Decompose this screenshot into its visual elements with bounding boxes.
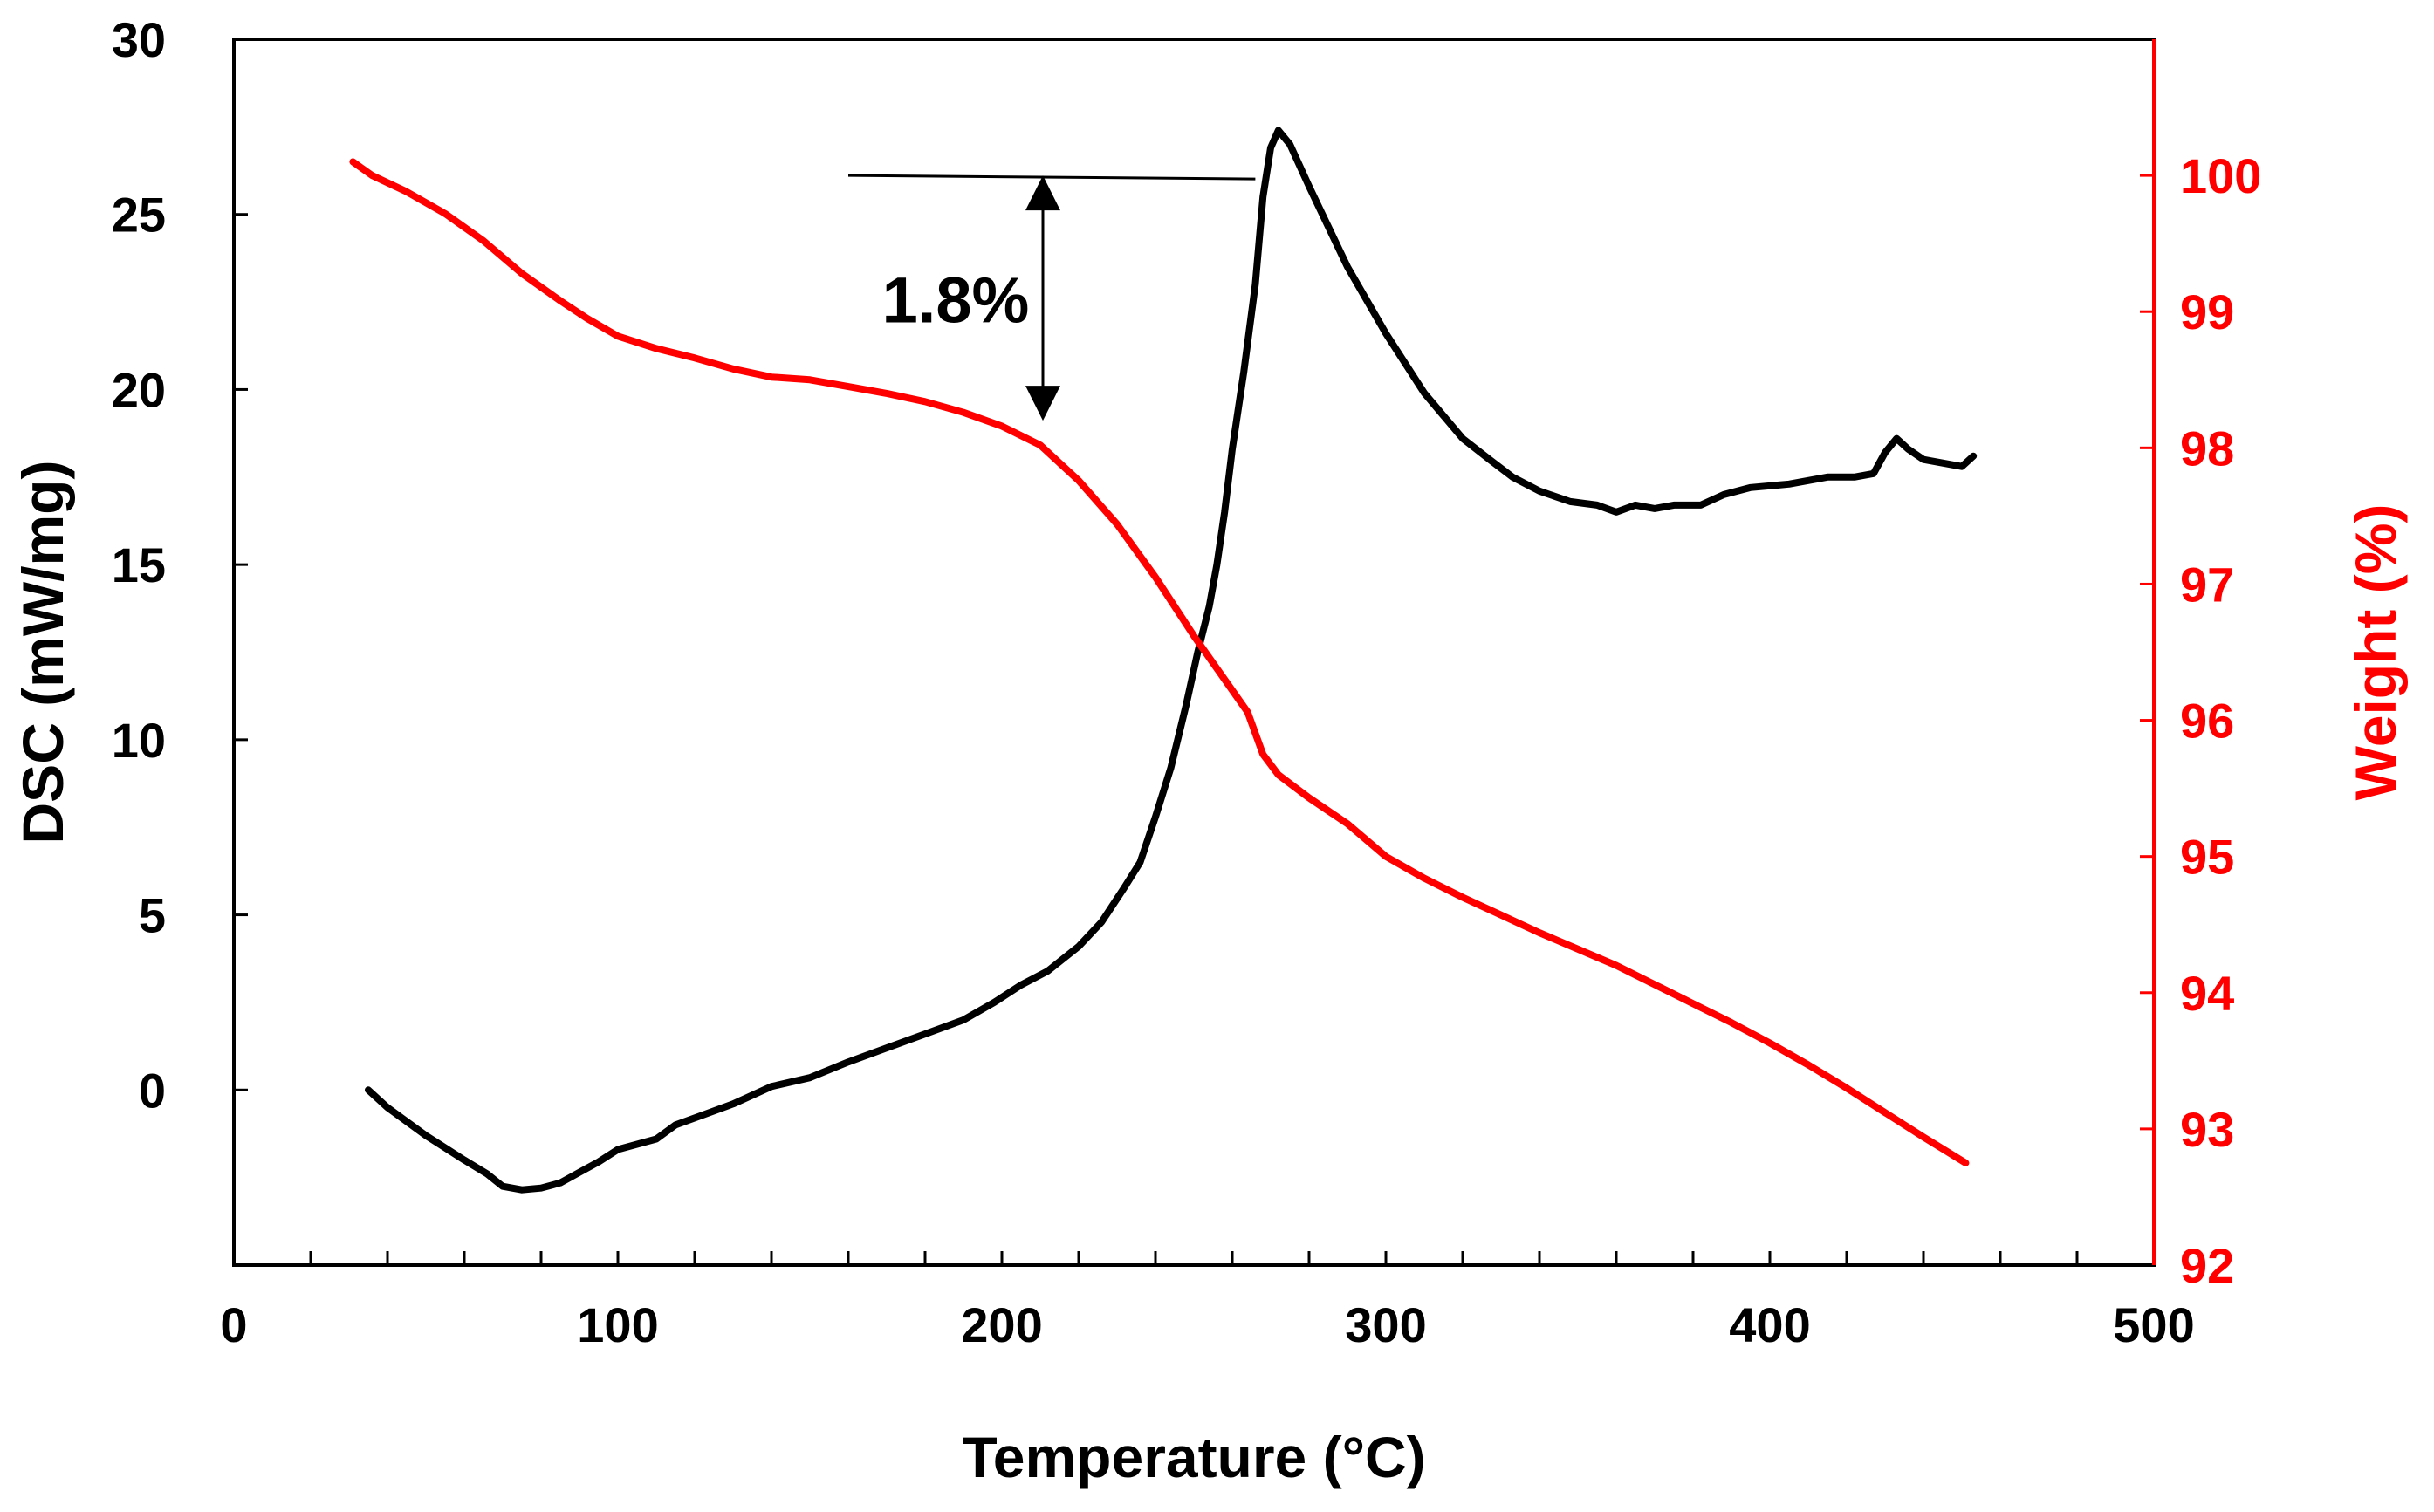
x-axis-ticks: 0 100 200 300 400 500: [220, 1251, 2195, 1352]
x-tick-label: 200: [961, 1297, 1042, 1352]
right-tick-label: 95: [2180, 830, 2234, 885]
reference-line: [847, 174, 1256, 181]
right-tick-label: 99: [2180, 284, 2234, 339]
left-tick-label: 0: [139, 1063, 166, 1118]
x-axis-title: Temperature (°C): [962, 1425, 1425, 1489]
x-tick-label: 300: [1345, 1297, 1426, 1352]
arrow-head-down: [1025, 386, 1060, 421]
left-tick-label: 20: [112, 362, 166, 417]
series-line-weight: [349, 158, 1970, 1166]
right-axis-title: Weight (%): [2343, 504, 2408, 801]
left-tick-label: 30: [112, 12, 166, 67]
mass-loss-label: 1.8%: [882, 264, 1030, 337]
x-tick-label: 400: [1729, 1297, 1810, 1352]
right-tick-label: 98: [2180, 421, 2234, 475]
left-tick-label: 15: [112, 537, 166, 592]
right-tick-label: 93: [2180, 1102, 2234, 1157]
plot-frame: [232, 38, 2156, 1267]
arrow-head-up: [1025, 175, 1060, 211]
right-tick-label: 96: [2180, 694, 2234, 749]
left-axis-title: DSC (mW/mg): [10, 461, 75, 845]
series-line-dsc: [365, 127, 1978, 1194]
right-tick-label: 97: [2180, 557, 2234, 612]
left-tick-label: 5: [139, 888, 166, 943]
annotation-layer: 1.8%: [847, 174, 1256, 421]
x-tick-label: 0: [220, 1297, 247, 1352]
left-axis-ticks: 0 5 10 15 20 25 30: [112, 12, 248, 1118]
right-tick-label: 92: [2180, 1238, 2234, 1293]
x-tick-label: 500: [2113, 1297, 2194, 1352]
series-layer: [349, 127, 1978, 1194]
right-tick-label: 94: [2180, 966, 2234, 1021]
right-tick-label: 100: [2180, 148, 2261, 203]
x-tick-label: 100: [577, 1297, 658, 1352]
right-axis-ticks: 92 93 94 95 96 97 98 99 100: [2140, 148, 2261, 1293]
left-tick-label: 25: [112, 188, 166, 243]
left-tick-label: 10: [112, 713, 166, 768]
